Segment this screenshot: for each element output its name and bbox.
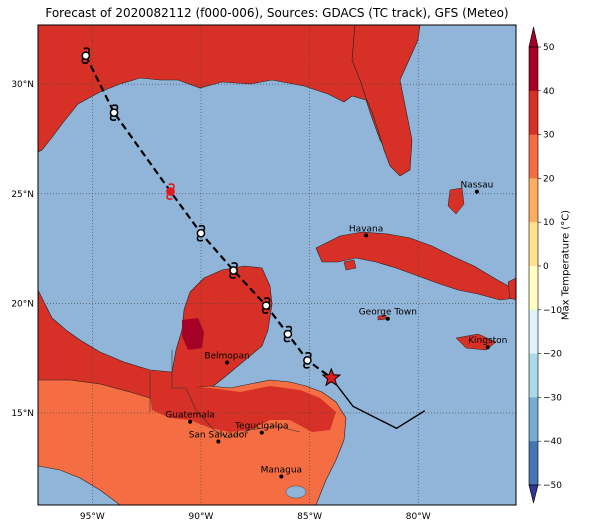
colorbar-segment bbox=[529, 309, 538, 355]
lake-nicaragua bbox=[285, 485, 307, 499]
lat-tick-label: 25°N bbox=[11, 190, 34, 200]
colorbar-segment bbox=[529, 222, 538, 267]
colorbar-tick-label: 20 bbox=[543, 174, 555, 184]
land-hot-patch bbox=[150, 386, 336, 432]
land-cuba bbox=[315, 231, 516, 301]
storm-symbol bbox=[261, 297, 271, 314]
city-label: Guatemala bbox=[165, 411, 215, 421]
city-label: George Town bbox=[359, 308, 417, 318]
storm-symbol bbox=[303, 352, 312, 369]
storm-symbol bbox=[196, 224, 206, 242]
past-track bbox=[330, 377, 426, 430]
city-dot bbox=[485, 345, 490, 350]
colorbar-segment bbox=[529, 178, 538, 223]
city-dot bbox=[188, 419, 193, 424]
land-jamaica bbox=[455, 333, 497, 351]
current-position-star bbox=[321, 367, 342, 387]
lat-tick-label: 30°N bbox=[11, 80, 34, 90]
colorbar-segment bbox=[529, 90, 538, 136]
land-florida bbox=[351, 25, 421, 177]
land-hispaniola bbox=[507, 277, 516, 301]
colorbar-segment bbox=[529, 397, 538, 442]
lat-tick-label: 15°N bbox=[11, 409, 34, 419]
city-label: Nassau bbox=[460, 181, 493, 191]
colorbar-tick-label: −50 bbox=[543, 481, 562, 491]
colorbar-tick-label: 10 bbox=[543, 218, 555, 228]
colorbar: 50 40 30 20 10 0 −10 −20 −30 −40 −50 bbox=[528, 26, 562, 504]
storm-symbol bbox=[229, 262, 238, 279]
axis-labels: 30°N 25°N 20°N 15°N 95°W 90°W 85°W 80°W bbox=[11, 80, 430, 522]
colorbar-segment bbox=[529, 353, 538, 398]
colorbar-tick-label: −10 bbox=[543, 306, 562, 316]
storm-symbol bbox=[166, 183, 175, 200]
lon-tick-label: 90°W bbox=[189, 512, 214, 522]
colorbar-tick-label: 30 bbox=[543, 131, 555, 141]
city-dot bbox=[259, 430, 264, 435]
chart-title: Forecast of 2020082112 (f000-006), Sourc… bbox=[45, 6, 509, 20]
current-position-star bbox=[321, 367, 342, 387]
country-borders bbox=[149, 350, 301, 439]
colorbar-tick-label: −30 bbox=[543, 393, 562, 403]
storm-symbol bbox=[283, 325, 293, 343]
lon-tick-label: 95°W bbox=[80, 512, 105, 522]
colorbar-top-arrow bbox=[528, 26, 539, 48]
land-veryhot-patch bbox=[182, 318, 204, 350]
colorbar-title: Max Temperature (°C) bbox=[560, 209, 572, 321]
city-dot bbox=[216, 439, 221, 444]
colorbar-tick-label: 50 bbox=[543, 43, 555, 53]
city-dot bbox=[225, 360, 230, 365]
city-label: Havana bbox=[349, 224, 383, 234]
city-dot bbox=[364, 233, 369, 238]
lat-tick-label: 20°N bbox=[11, 299, 34, 309]
gridlines bbox=[38, 25, 516, 505]
storm-symbols bbox=[81, 47, 312, 369]
lon-tick-label: 80°W bbox=[406, 512, 431, 522]
map-frame bbox=[37, 24, 517, 506]
city-dot bbox=[279, 474, 284, 479]
colorbar-segment bbox=[529, 134, 538, 179]
storm-symbol bbox=[81, 47, 91, 64]
city-label: Managua bbox=[261, 466, 302, 476]
city-label: Kingston bbox=[468, 336, 507, 346]
storm-symbol bbox=[109, 104, 119, 121]
city-label: San Salvador bbox=[189, 430, 249, 440]
land-bahamas bbox=[447, 187, 465, 215]
land-isla-juventud bbox=[343, 259, 357, 271]
colorbar-segment bbox=[529, 441, 538, 486]
city-label: Tegucigalpa bbox=[234, 422, 288, 432]
colorbar-segment bbox=[529, 266, 538, 311]
colorbar-segment bbox=[529, 47, 538, 92]
lon-tick-label: 85°W bbox=[297, 512, 322, 522]
colorbar-tick-label: −20 bbox=[543, 350, 562, 360]
city-dot bbox=[474, 189, 479, 194]
colorbar-bottom-arrow bbox=[528, 484, 539, 504]
colorbar-tick-label: 40 bbox=[543, 87, 555, 97]
city-label: Belmopan bbox=[204, 352, 249, 362]
forecast-track bbox=[84, 55, 332, 379]
colorbar-tick-label: −40 bbox=[543, 437, 562, 447]
city-markers: Nassau Havana George Town Kingston Belmopan G… bbox=[165, 181, 507, 479]
colorbar-tick-label: 0 bbox=[543, 262, 549, 272]
city-dot bbox=[385, 316, 390, 321]
